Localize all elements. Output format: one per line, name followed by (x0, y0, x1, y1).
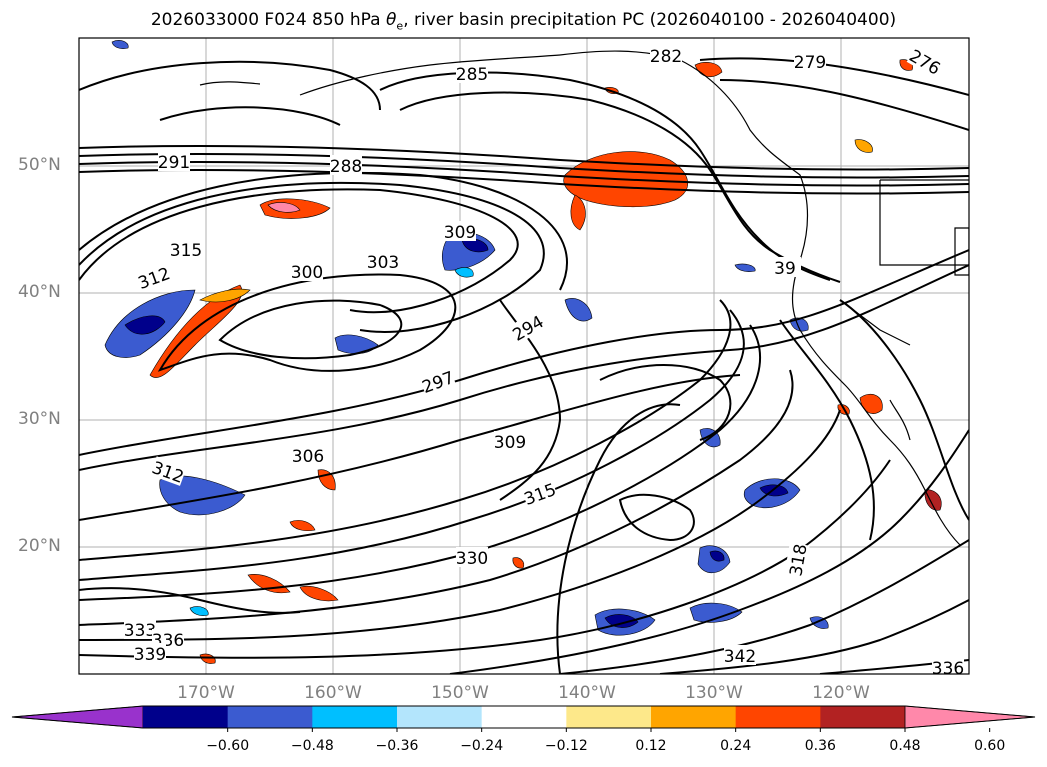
map-frame (78, 37, 970, 675)
title-rest: , river basin precipitation PC (20260401… (403, 10, 897, 30)
contour-label-background (650, 45, 682, 65)
contour-label: 306 (292, 447, 324, 467)
contour-label-background (456, 547, 488, 567)
contour-label: 336 (932, 659, 964, 679)
contour-label: 315 (170, 241, 202, 261)
lon-label-150w: 150°W (431, 683, 489, 703)
contour-label-background (170, 239, 202, 259)
colorbar-segment (820, 706, 906, 728)
colorbar-tick-label: −0.60 (206, 738, 250, 754)
contour-label-background (784, 542, 810, 578)
colorbar-extend-min (11, 705, 144, 729)
contour-label-background (456, 63, 488, 83)
title-subscript: e (396, 19, 404, 33)
colorbar-tick-label: 0.24 (720, 738, 752, 754)
contour-label-background (330, 155, 362, 175)
contour-label: 288 (330, 157, 362, 177)
contour-label-background (794, 51, 826, 71)
contour-label-background (124, 619, 156, 639)
lon-label-140w: 140°W (558, 683, 616, 703)
contour-label-background (291, 261, 323, 281)
contour-label: 339 (134, 645, 166, 665)
colorbar-tick-label: 0.60 (974, 738, 1006, 754)
colorbar-segment (397, 706, 483, 728)
contour-label-background (367, 251, 399, 271)
contour-label: 282 (650, 47, 682, 67)
lon-label-130w: 130°W (685, 683, 743, 703)
contour-label-background (135, 262, 173, 292)
contour-label: 291 (158, 153, 190, 173)
colorbar-tick-label: −0.48 (290, 738, 334, 754)
contour-label: 333 (124, 621, 156, 641)
contour-label-background (769, 257, 801, 277)
lat-label-50n: 50°N (18, 155, 61, 175)
colorbar-segment (651, 706, 737, 728)
colorbar-tick-label: −0.24 (460, 738, 504, 754)
contour-label: 285 (456, 65, 488, 85)
colorbar-segment (227, 706, 313, 728)
map-title: 2026033000 F024 850 hPa θe, river basin … (0, 10, 1047, 32)
contour-label-background (158, 151, 190, 171)
contour-label-background (521, 478, 559, 508)
contour-label: 330 (456, 549, 488, 569)
contour-label: 342 (724, 647, 756, 667)
title-main: 2026033000 F024 850 hPa (150, 10, 386, 30)
contour-label: 303 (367, 253, 399, 273)
colorbar-tick-label: −0.12 (544, 738, 588, 754)
lat-label-20n: 20°N (18, 536, 61, 556)
contour-label: 309 (444, 223, 476, 243)
contour-label-background (724, 645, 756, 665)
colorbar-extend-max (904, 705, 1036, 729)
colorbar-segment (481, 706, 567, 728)
colorbar-segment (735, 706, 821, 728)
contour-label-background (932, 657, 964, 677)
lon-label-170w: 170°W (177, 683, 235, 703)
contour-label-background (906, 44, 945, 78)
contour-label: 39 (774, 259, 796, 279)
colorbar-segment (566, 706, 652, 728)
contour-label-background (444, 221, 476, 241)
map-panel-background (79, 38, 969, 674)
colorbar-segment (312, 706, 398, 728)
contour-label-background (494, 431, 526, 451)
colorbar-frame (11, 705, 1036, 729)
contour-label-background (419, 366, 457, 396)
contour-label-background (134, 643, 166, 663)
colorbar-tick-label: −0.36 (375, 738, 419, 754)
contour-label-background (292, 445, 324, 465)
lon-label-120w: 120°W (812, 683, 870, 703)
contour-label: 279 (794, 53, 826, 73)
contour-label-background (508, 310, 547, 344)
colorbar (11, 705, 1036, 732)
contour-label: 300 (291, 263, 323, 283)
title-theta: θ (386, 10, 397, 30)
lat-label-40n: 40°N (18, 282, 61, 302)
colorbar-segment (143, 706, 229, 728)
lat-label-30n: 30°N (18, 409, 61, 429)
colorbar-tick-label: 0.12 (635, 738, 667, 754)
contour-label: 309 (494, 433, 526, 453)
colorbar-tick-label: 0.48 (889, 738, 921, 754)
lon-label-160w: 160°W (304, 683, 362, 703)
colorbar-tick-label: 0.36 (804, 738, 836, 754)
contour-label-background (149, 456, 187, 486)
